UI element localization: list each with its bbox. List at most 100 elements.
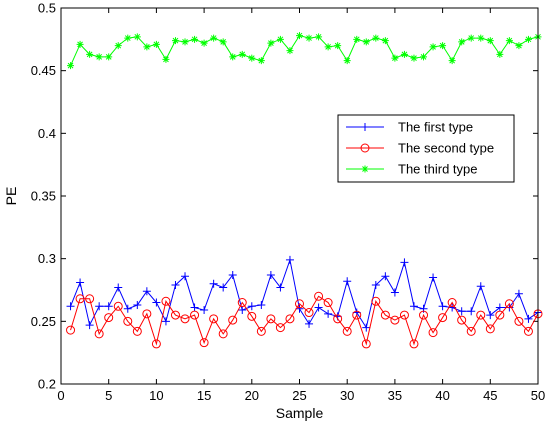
- series-1-point: [209, 279, 218, 288]
- series-3-point: [391, 54, 399, 62]
- x-tick-label: 25: [292, 388, 306, 403]
- series-1: [66, 255, 542, 332]
- series-2-point: [352, 310, 362, 320]
- series-2-point: [438, 313, 448, 323]
- series-2-point: [113, 301, 123, 311]
- series-2-point: [170, 310, 180, 320]
- series-2-point: [228, 315, 238, 325]
- series-3-point: [410, 54, 418, 62]
- series-2-point: [218, 329, 228, 339]
- x-tick-label: 10: [149, 388, 163, 403]
- y-tick-label: 0.2: [38, 377, 56, 392]
- series-1-point: [324, 309, 333, 318]
- series-1-point: [524, 314, 533, 323]
- series-2-point: [447, 298, 457, 308]
- series-3-point: [143, 43, 151, 51]
- x-tick-label: 35: [388, 388, 402, 403]
- series-2-point: [256, 326, 266, 336]
- series-1-point: [514, 289, 523, 298]
- series-3-point: [505, 37, 513, 45]
- series-1-point: [457, 307, 466, 316]
- x-tick-label: 0: [57, 388, 64, 403]
- series-1-point: [476, 282, 485, 291]
- series-3-point: [305, 34, 313, 42]
- series-2-point: [371, 296, 381, 306]
- y-tick-label: 0.35: [31, 189, 56, 204]
- series-1-point: [495, 303, 504, 312]
- series-3-point: [105, 53, 113, 61]
- series-1-point: [400, 258, 409, 267]
- series-3-point: [296, 32, 303, 40]
- series-3-point: [133, 33, 141, 41]
- series-2-point: [390, 315, 400, 325]
- series-3-point: [477, 34, 485, 42]
- series-3-point: [276, 35, 284, 43]
- series-3-point: [238, 50, 246, 58]
- series-3: [67, 32, 542, 70]
- series-2-point: [237, 298, 247, 308]
- series-2-point: [295, 299, 304, 309]
- y-tick-label: 0.45: [31, 63, 56, 78]
- series-2-point: [495, 310, 505, 320]
- series-1-point: [228, 270, 237, 279]
- series-1-point: [467, 307, 476, 316]
- series-2-point: [476, 310, 486, 320]
- series-1-point: [219, 283, 228, 292]
- series-2-point: [504, 299, 514, 309]
- series-2-point: [457, 315, 467, 325]
- series-2-point: [209, 314, 219, 324]
- series-2-point: [428, 328, 438, 338]
- series-3-point: [219, 38, 227, 46]
- series-1-point: [362, 323, 371, 332]
- series-3-point: [381, 37, 389, 45]
- series-2-point: [361, 339, 371, 349]
- y-tick-label: 0.4: [38, 126, 56, 141]
- legend-entry-3: The third type: [346, 162, 478, 177]
- series-3-point: [181, 38, 189, 46]
- series-3-point: [439, 42, 447, 50]
- series-1-point: [390, 288, 399, 297]
- series-1-point: [409, 302, 418, 311]
- series-3-point: [191, 35, 199, 43]
- series-2-point: [94, 329, 104, 339]
- series-3-point: [286, 47, 294, 55]
- plot-background: [61, 8, 538, 384]
- series-1-point: [438, 302, 447, 311]
- y-tick-label: 0.25: [31, 314, 56, 329]
- series-1-point: [486, 311, 495, 320]
- series-1-point: [371, 280, 380, 289]
- series-1-point: [95, 302, 104, 311]
- series-1-point: [76, 278, 85, 287]
- series-3-point: [315, 33, 323, 41]
- series-1-point: [133, 301, 142, 310]
- x-tick-label: 20: [245, 388, 259, 403]
- series-1-line: [70, 258, 539, 329]
- series-1-point: [66, 302, 75, 311]
- series-3-point: [267, 39, 275, 47]
- series-3-point: [171, 37, 179, 45]
- series-3-point: [372, 34, 380, 42]
- series-1-point: [114, 283, 123, 292]
- legend-entry-2: The second type: [346, 141, 494, 156]
- legend-marker: [361, 165, 369, 173]
- series-2-point: [323, 298, 333, 308]
- plot-frame: [60, 7, 539, 385]
- series-2-point: [151, 339, 161, 349]
- legend-marker: [361, 123, 369, 131]
- series-2-point: [314, 291, 324, 301]
- series-1-point: [429, 273, 438, 282]
- series-1-point: [266, 270, 275, 279]
- series-2-point: [75, 294, 85, 304]
- series-3-point: [334, 42, 342, 50]
- series-3-point: [448, 57, 456, 65]
- x-tick-label: 5: [105, 388, 112, 403]
- series-2-point: [342, 326, 352, 336]
- series-3-point: [162, 55, 170, 63]
- legend-label: The second type: [398, 141, 494, 156]
- series-1-point: [85, 321, 94, 330]
- series-3-point: [353, 35, 361, 43]
- series-1-point: [123, 304, 132, 313]
- series-3-point: [343, 57, 351, 65]
- series-2-point: [285, 314, 295, 324]
